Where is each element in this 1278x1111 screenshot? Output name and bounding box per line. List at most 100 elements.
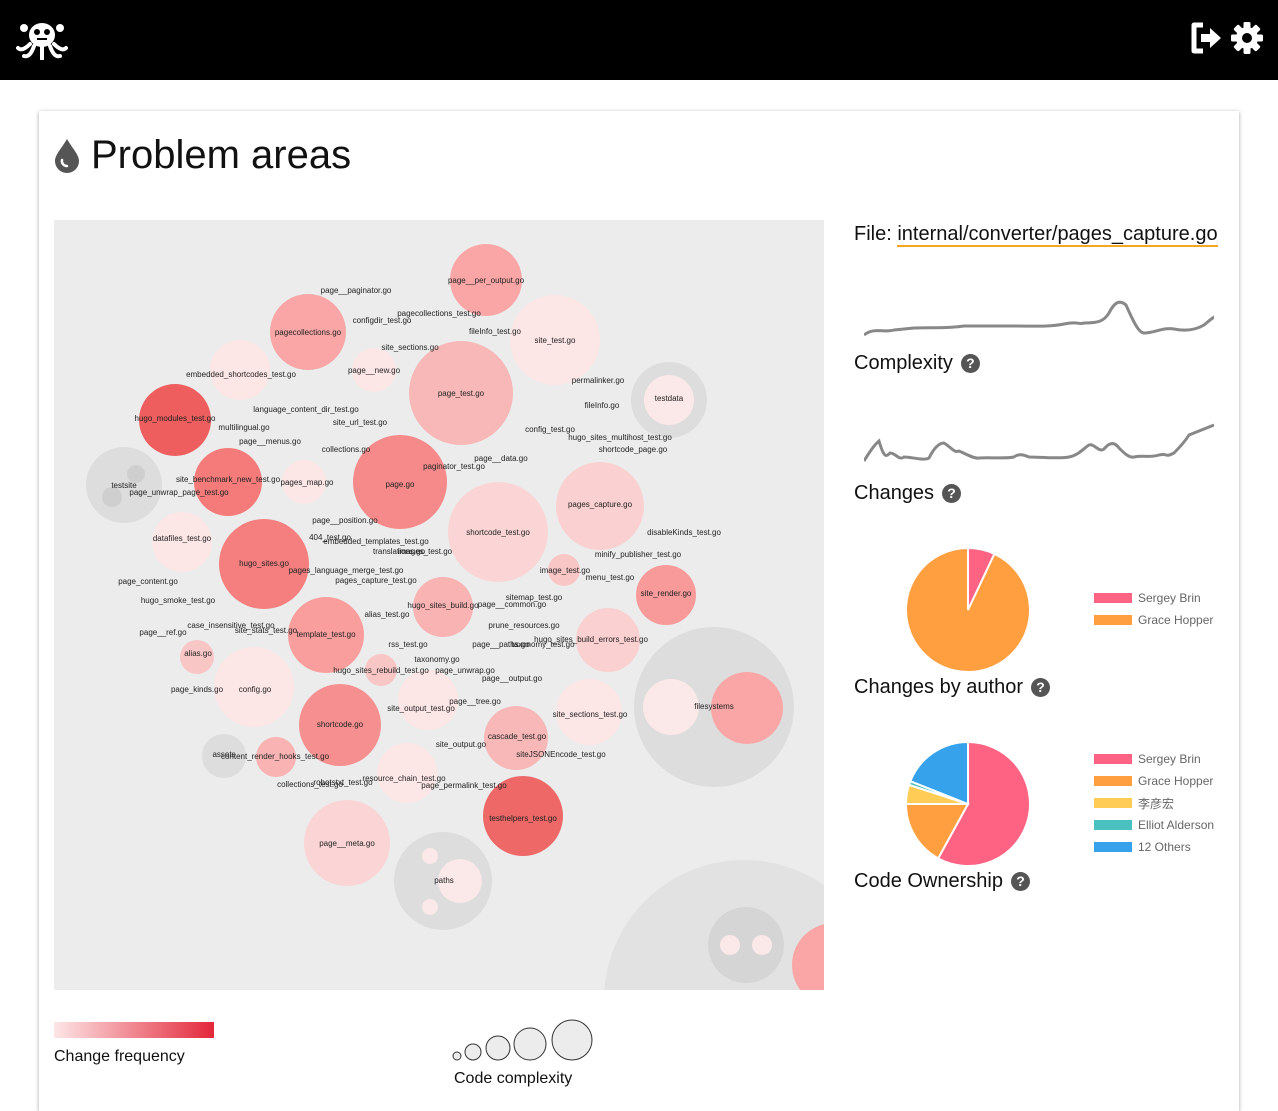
file-path-link[interactable]: internal/converter/pages_capture.go xyxy=(897,223,1218,247)
changes-by-author-legend: Sergey Brin Grace Hopper xyxy=(1094,587,1213,631)
bubble-label: collections_test.go xyxy=(277,780,343,789)
pie-slice[interactable] xyxy=(909,741,969,806)
bubble-label: fileInfo_test.go xyxy=(469,327,522,336)
legend-label: Sergey Brin xyxy=(1138,752,1201,766)
gear-icon[interactable] xyxy=(1230,20,1264,56)
bubble-label: page_kinds.go xyxy=(171,685,224,694)
bubble-label: images_test.go xyxy=(398,547,453,556)
complexity-label: Complexity xyxy=(854,352,953,374)
code-ownership-metric: Code Ownership ? xyxy=(854,870,1030,893)
legend-swatch xyxy=(1094,820,1132,830)
bubble-label: page__meta.go xyxy=(319,839,375,848)
bubble-label: hugo_smoke_test.go xyxy=(141,596,216,605)
bubble-label: filesystems xyxy=(694,702,734,711)
bubble-label: page.go xyxy=(386,480,415,489)
bubble-label: hugo_sites_multihost_test.go xyxy=(568,433,672,442)
bubble-label: page__menus.go xyxy=(239,437,301,446)
bubble-label: page__paths.go xyxy=(472,640,530,649)
bubble-label: page__common.go xyxy=(478,600,547,609)
top-bar xyxy=(0,0,1278,80)
bubble-label: site_benchmark_new_test.go xyxy=(176,475,281,484)
legend-swatch xyxy=(1094,615,1132,625)
legend-item[interactable]: Sergey Brin xyxy=(1094,748,1214,770)
bubble-label: hugo_sites_build.go xyxy=(407,601,479,610)
bubble-label: page__paginator.go xyxy=(321,286,392,295)
bubble-label: page__output.go xyxy=(482,674,543,683)
bubble-label: shortcode_page.go xyxy=(599,445,668,454)
bubble-label: pagecollections.go xyxy=(275,328,342,337)
bubble-label: language_content_dir_test.go xyxy=(253,405,359,414)
changes-by-author-help-icon[interactable]: ? xyxy=(1031,678,1051,697)
bubble-label: content_render_hooks_test.go xyxy=(221,752,330,761)
legend-item[interactable]: 12 Others xyxy=(1094,836,1214,858)
legend-item[interactable]: 李彦宏 xyxy=(1094,792,1214,814)
legend-label: 12 Others xyxy=(1138,840,1191,854)
bubble-label: testsite xyxy=(111,481,137,490)
complexity-sparkline xyxy=(864,300,1214,337)
bubble-label: hugo_modules_test.go xyxy=(135,414,217,423)
drop-icon xyxy=(55,139,79,173)
bubble-label: site_render.go xyxy=(641,589,692,598)
bubble-labels: page__paginator.go page__per_output.gopag… xyxy=(111,276,733,885)
bubble-label: site_sections_test.go xyxy=(553,710,628,719)
bubble-label: page_content.go xyxy=(118,577,178,586)
legend-item[interactable]: Grace Hopper xyxy=(1094,609,1213,631)
legend-label: Sergey Brin xyxy=(1138,591,1201,605)
legend-swatch xyxy=(1094,593,1132,603)
changes-by-author-metric: Changes by author ? xyxy=(854,676,1051,699)
bubble-label: site_test.go xyxy=(535,336,576,345)
bubble-label: cascade_test.go xyxy=(488,732,547,741)
legend-item[interactable]: Grace Hopper xyxy=(1094,770,1214,792)
bubble-label: hugo_sites.go xyxy=(239,559,289,568)
bubble-label: template_test.go xyxy=(296,630,356,639)
assets-dir-circle[interactable] xyxy=(202,734,246,778)
legend-swatch xyxy=(1094,776,1132,786)
legend-swatch xyxy=(1094,842,1132,852)
bubble-label: config_test.go xyxy=(525,425,575,434)
page-title: Problem areas xyxy=(91,132,352,177)
bubble-label: pages_language_merge_test.go xyxy=(289,566,404,575)
bubble-label: site_stats_test.go xyxy=(235,626,298,635)
bubble-label: pages_capture.go xyxy=(568,500,633,509)
complexity-help-icon[interactable]: ? xyxy=(960,354,980,373)
code-ownership-label: Code Ownership xyxy=(854,870,1003,892)
pie-slice[interactable] xyxy=(905,547,1031,673)
bubble-label: hugo_sites_build_errors_test.go xyxy=(534,635,648,644)
bubble-label: case_insensitive_test.go xyxy=(187,621,275,630)
bubble-label: embedded_shortcodes_test.go xyxy=(186,370,296,379)
legend-label: 李彦宏 xyxy=(1138,796,1175,811)
octopus-logo[interactable] xyxy=(16,18,68,60)
bubble-label: prune_resources.go xyxy=(488,621,560,630)
sign-out-icon[interactable] xyxy=(1189,20,1223,56)
changes-by-author-pie[interactable] xyxy=(905,547,1031,673)
bubble-label: page__per_output.go xyxy=(448,276,525,285)
pie-slice[interactable] xyxy=(905,803,970,860)
bubble-label: page__position.go xyxy=(312,516,378,525)
legend-item[interactable]: Sergey Brin xyxy=(1094,587,1213,609)
changes-label: Changes xyxy=(854,482,935,504)
file-bubbles[interactable] xyxy=(139,244,696,886)
bubble-label: datafiles_test.go xyxy=(153,534,212,543)
bubble-label: site_output_test.go xyxy=(387,704,455,713)
bubble-label: hugo_sites_rebuild_test.go xyxy=(333,666,429,675)
changes-help-icon[interactable]: ? xyxy=(942,484,962,503)
page-title-row: Problem areas xyxy=(53,133,351,177)
bubble-label: page__new.go xyxy=(348,366,401,375)
pie-slice[interactable] xyxy=(936,741,1031,867)
bubble-label: site_output.go xyxy=(436,740,487,749)
bubble-label: taxonomy_test.go xyxy=(511,640,575,649)
legend-item[interactable]: Elliot Alderson xyxy=(1094,814,1214,836)
bubble-label: paginator_test.go xyxy=(423,462,485,471)
code-ownership-pie[interactable] xyxy=(905,741,1031,867)
bubble-label: permalinker.go xyxy=(572,376,625,385)
legend-swatch xyxy=(1094,754,1132,764)
legend-swatch xyxy=(1094,798,1132,808)
problem-areas-card: Problem areas xyxy=(39,111,1239,1111)
bubble-label: page__tree.go xyxy=(449,697,501,706)
code-ownership-help-icon[interactable]: ? xyxy=(1010,872,1030,891)
bubble-label: 404_test.go xyxy=(309,533,351,542)
bubble-label: minify_publisher_test.go xyxy=(595,550,682,559)
bubble-label: site_sections.go xyxy=(381,343,439,352)
bubble-label: pages_map.go xyxy=(281,478,334,487)
